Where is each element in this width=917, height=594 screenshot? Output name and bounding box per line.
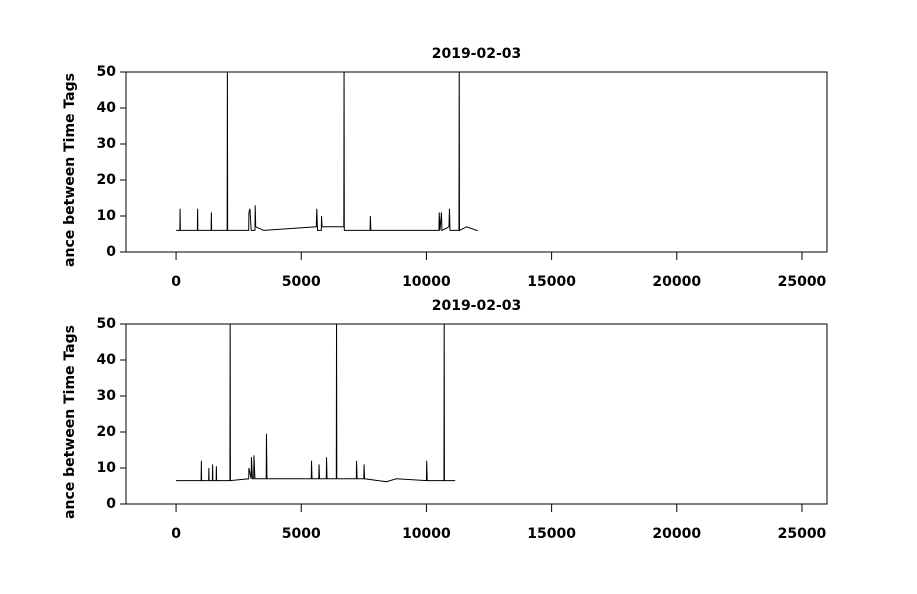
plot-frame [125,323,828,505]
chart-title: 2019-02-03 [432,46,522,62]
x-tick-label: 0 [171,274,181,290]
y-tick-label: 10 [97,208,117,224]
y-tick-label: 10 [97,460,117,476]
y-tick-label: 40 [97,352,117,368]
y-axis-label: ance between Time Tags [62,325,78,519]
x-tick-label: 15000 [527,526,576,542]
plot-frame [125,71,828,253]
y-tick-label: 30 [97,388,117,404]
y-tick-label: 0 [106,496,116,512]
y-tick-label: 0 [106,244,116,260]
data-line [176,324,456,483]
chart-title: 2019-02-03 [432,298,522,314]
x-tick-label: 15000 [527,274,576,290]
x-tick-label: 20000 [652,274,701,290]
x-tick-label: 10000 [402,526,451,542]
data-line [176,72,478,232]
x-tick-label: 25000 [778,274,827,290]
x-tick-label: 20000 [652,526,701,542]
x-tick-label: 10000 [402,274,451,290]
y-tick-label: 40 [97,100,117,116]
y-tick-label: 20 [97,172,117,188]
x-tick-label: 0 [171,526,181,542]
y-tick-label: 50 [97,316,117,332]
y-tick-label: 20 [97,424,117,440]
y-tick-label: 50 [97,64,117,80]
y-tick-label: 30 [97,136,117,152]
y-axis-label: ance between Time Tags [62,73,78,267]
x-tick-label: 5000 [282,526,321,542]
x-tick-label: 5000 [282,274,321,290]
x-tick-label: 25000 [778,526,827,542]
